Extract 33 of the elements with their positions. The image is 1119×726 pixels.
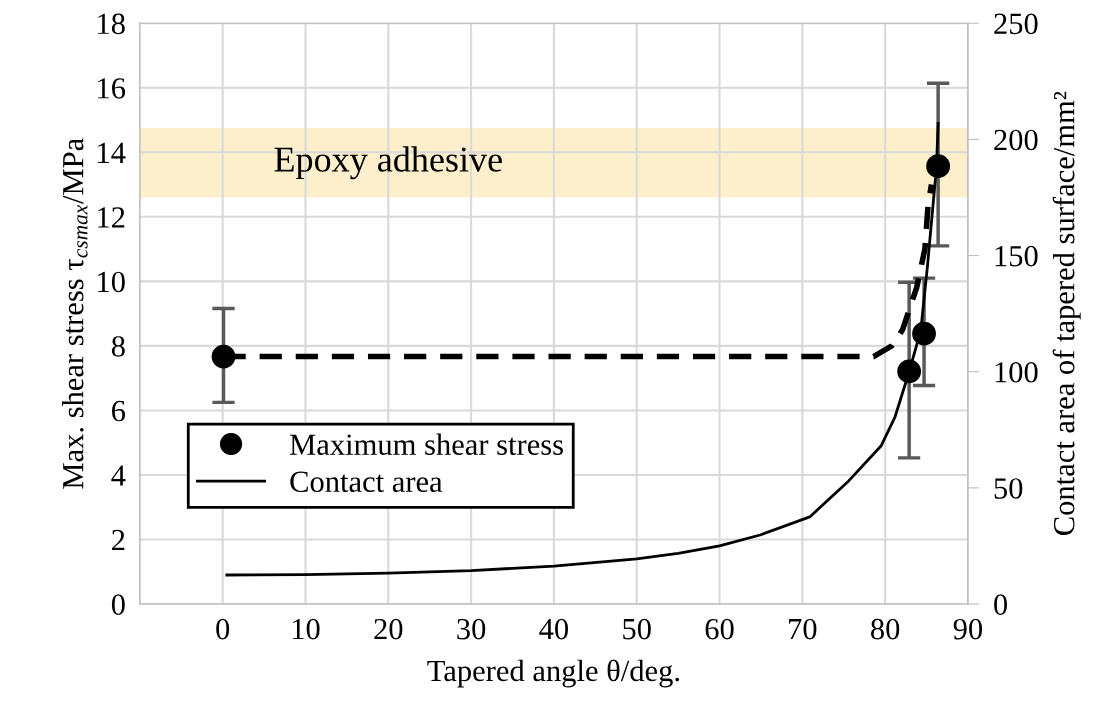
y-tick-label: 8 xyxy=(111,336,125,357)
y-tick-label: 6 xyxy=(112,400,126,422)
y2-tick-label: 250 xyxy=(994,13,1038,35)
legend-label: Maximum shear stress xyxy=(289,433,563,456)
x-tick-label: 20 xyxy=(374,618,403,640)
x-tick-label: 0 xyxy=(216,618,230,640)
y2-tick-label: 150 xyxy=(995,245,1038,267)
x-tick-label: 10 xyxy=(292,618,320,640)
band-label: Epoxy adhesive xyxy=(274,146,502,180)
x-tick-label: 50 xyxy=(623,618,651,640)
legend-label: Contact area xyxy=(290,471,443,493)
y-tick-label: 2 xyxy=(112,529,125,551)
x-tick-label: 80 xyxy=(871,618,900,640)
y-tick-label: 0 xyxy=(111,594,125,615)
y2-tick-label: 200 xyxy=(994,129,1038,151)
y2-tick-label: 50 xyxy=(994,478,1023,499)
y-tick-label: 12 xyxy=(98,207,125,228)
x-tick-label: 90 xyxy=(953,618,983,640)
x-tick-label: 70 xyxy=(789,618,817,640)
x-axis-title: Tapered angle θ/deg. xyxy=(427,659,680,688)
x-tick-label: 30 xyxy=(457,618,486,640)
y-axis-title: Max. shear stress τ$_{csmax}$/MPa xyxy=(61,138,88,489)
y-tick-label: 10 xyxy=(98,271,125,293)
y2-tick-label: 0 xyxy=(994,594,1008,615)
y2-tick-label: 100 xyxy=(995,361,1038,383)
point xyxy=(211,344,236,369)
y-tick-label: 14 xyxy=(98,142,126,163)
y-tick-label: 18 xyxy=(98,13,125,35)
x-tick-label: 60 xyxy=(705,618,734,640)
y-tick-label: 16 xyxy=(98,78,126,99)
y-tick-label: 4 xyxy=(111,465,126,486)
x-tick-label: 40 xyxy=(539,618,569,640)
y2-axis-title: Contact area of tapered surface/mm² xyxy=(1052,91,1081,535)
